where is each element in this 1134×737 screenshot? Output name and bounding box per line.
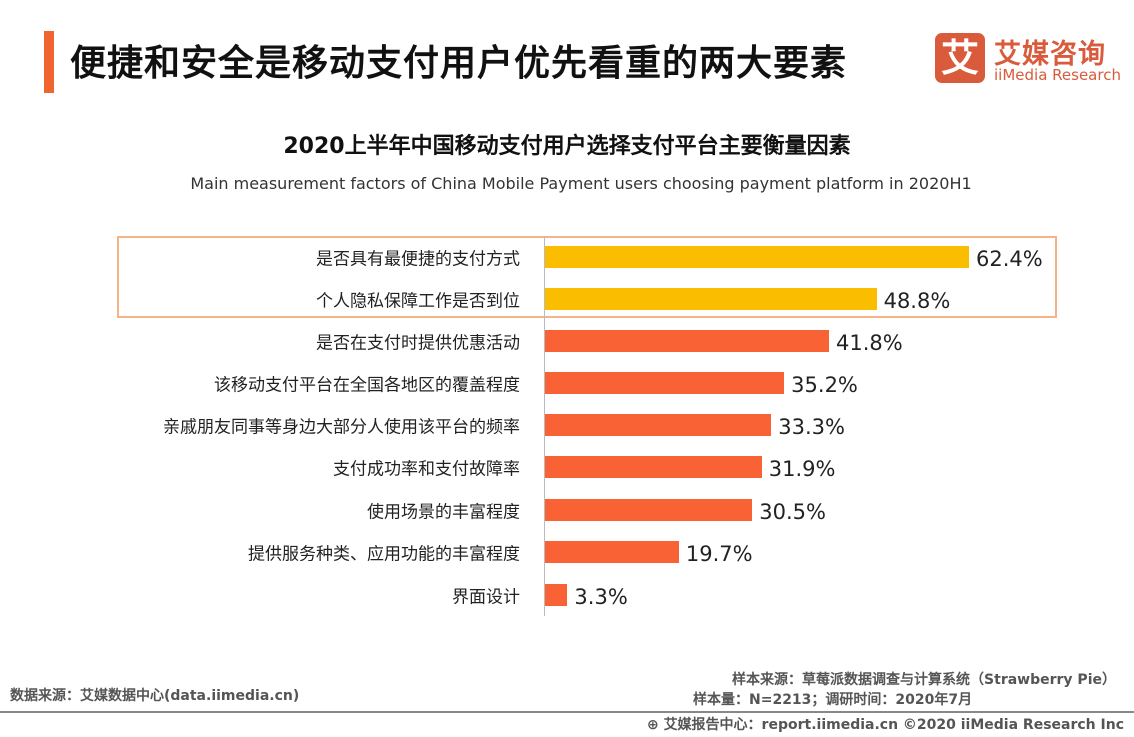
bar xyxy=(545,288,877,310)
page-title: 便捷和安全是移动支付用户优先看重的两大要素 xyxy=(70,43,848,84)
highlight-box xyxy=(117,236,1057,318)
bar xyxy=(545,372,785,394)
category-label: 该移动支付平台在全国各地区的覆盖程度 xyxy=(214,375,520,396)
logo-icon: 艾 xyxy=(935,33,985,83)
bar xyxy=(545,246,969,268)
footer-divider xyxy=(0,711,1134,713)
sample-source: 样本来源：草莓派数据调查与计算系统（Strawberry Pie） xyxy=(732,672,1116,688)
data-label: 35.2% xyxy=(791,373,858,397)
bar xyxy=(545,541,679,563)
title-accent-bar xyxy=(44,31,54,93)
category-label: 是否在支付时提供优惠活动 xyxy=(316,333,520,354)
data-label: 3.3% xyxy=(574,585,628,609)
chart-title: 2020上半年中国移动支付用户选择支付平台主要衡量因素 xyxy=(283,134,851,159)
category-label: 提供服务种类、应用功能的丰富程度 xyxy=(248,544,520,565)
bar xyxy=(545,456,762,478)
sample-size: 样本量：N=2213；调研时间：2020年7月 xyxy=(693,692,973,708)
category-label: 是否具有最便捷的支付方式 xyxy=(316,249,520,270)
logo-cn: 艾媒咨询 xyxy=(994,39,1106,70)
data-label: 30.5% xyxy=(759,500,826,524)
logo-en: iiMedia Research xyxy=(994,66,1121,84)
data-label: 41.8% xyxy=(836,331,903,355)
category-label: 亲戚朋友同事等身边大部分人使用该平台的频率 xyxy=(163,417,520,438)
category-label: 个人隐私保障工作是否到位 xyxy=(316,291,520,312)
data-source: 数据来源：艾媒数据中心(data.iimedia.cn) xyxy=(10,688,300,704)
data-label: 62.4% xyxy=(976,247,1043,271)
y-axis-line xyxy=(544,236,545,616)
chart-subtitle: Main measurement factors of China Mobile… xyxy=(190,174,972,193)
bar xyxy=(545,499,753,521)
bar xyxy=(545,414,772,436)
data-label: 33.3% xyxy=(778,415,845,439)
report-link[interactable]: 艾媒报告中心：report.iimedia.cn ©2020 iiMedia R… xyxy=(663,717,1124,733)
category-label: 界面设计 xyxy=(452,587,520,608)
bar xyxy=(545,584,568,606)
data-label: 48.8% xyxy=(883,289,951,313)
data-label: 19.7% xyxy=(685,542,753,566)
globe-icon: ⊕ xyxy=(646,717,664,733)
data-label: 31.9% xyxy=(768,457,836,481)
footer-report: ⊕ 艾媒报告中心：report.iimedia.cn ©2020 iiMedia… xyxy=(647,714,1124,734)
category-label: 支付成功率和支付故障率 xyxy=(333,459,520,480)
category-label: 使用场景的丰富程度 xyxy=(367,502,520,523)
bar xyxy=(545,330,830,352)
